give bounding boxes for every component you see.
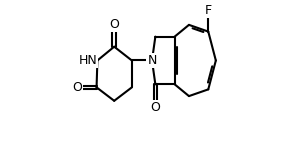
Text: F: F [205,4,212,17]
Text: O: O [72,81,82,94]
Text: O: O [109,18,119,31]
Text: N: N [147,54,157,67]
Text: O: O [150,101,160,114]
Text: HN: HN [79,54,97,67]
